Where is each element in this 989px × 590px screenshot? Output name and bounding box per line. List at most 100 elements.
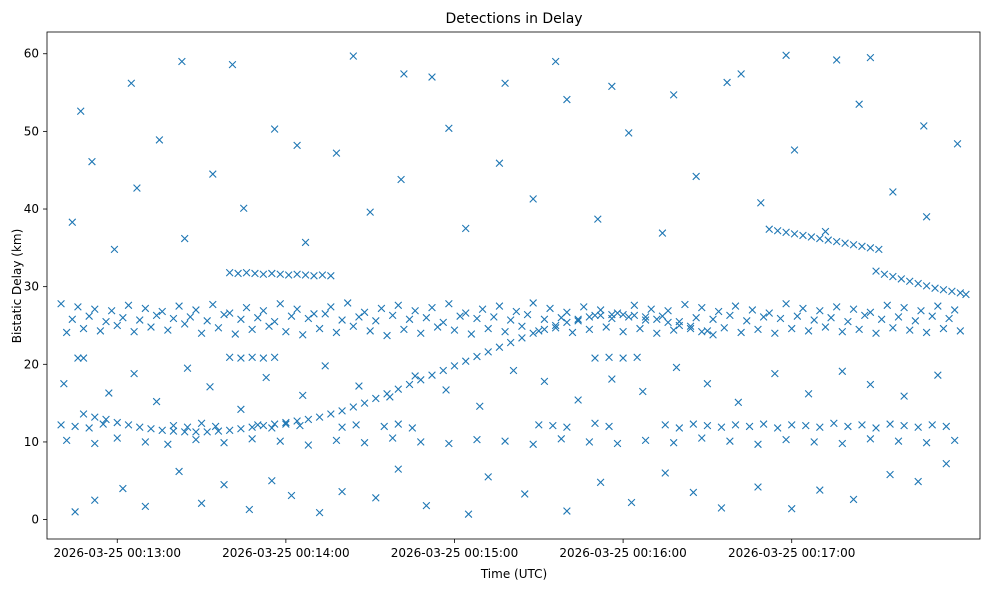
data-point [731, 421, 740, 429]
data-point [950, 436, 959, 445]
data-point [155, 136, 164, 144]
data-point [360, 308, 369, 317]
data-point [327, 410, 335, 418]
data-point [220, 438, 228, 447]
data-point [697, 303, 706, 312]
data-point [942, 422, 951, 431]
data-point [956, 327, 965, 335]
data-point [445, 439, 453, 448]
data-point [90, 496, 99, 504]
data-point [838, 327, 847, 336]
data-point [757, 199, 765, 207]
data-point [855, 325, 863, 334]
data-point [253, 421, 262, 429]
data-point [875, 245, 883, 254]
data-point [563, 423, 571, 431]
data-point [248, 325, 256, 334]
data-point [568, 328, 577, 337]
data-point [209, 170, 217, 178]
data-point [372, 394, 380, 403]
data-point [641, 436, 650, 445]
data-point [793, 312, 802, 320]
data-point [591, 311, 599, 320]
data-point [349, 52, 358, 60]
data-point [422, 313, 431, 322]
data-point [605, 422, 613, 431]
data-point [866, 53, 875, 62]
data-point [742, 317, 751, 325]
data-point [293, 141, 301, 150]
data-point [405, 380, 414, 389]
data-point [298, 391, 307, 400]
data-point [557, 313, 566, 322]
data-point [169, 421, 178, 430]
data-point [624, 313, 633, 321]
data-point [318, 271, 327, 279]
data-point [717, 423, 726, 431]
data-point [844, 422, 852, 431]
data-point [931, 284, 939, 293]
data-point [894, 437, 903, 445]
data-point [242, 303, 251, 312]
data-point [293, 305, 301, 313]
data-point [332, 436, 341, 445]
x-axis: 2026-03-25 00:13:00 2026-03-25 00:14:00 20… [54, 539, 855, 560]
data-point [877, 315, 886, 324]
data-point [518, 322, 526, 331]
data-point [855, 100, 863, 108]
data-point [282, 418, 290, 427]
data-point [175, 302, 183, 310]
data-point [366, 327, 374, 335]
data-point [490, 313, 498, 321]
data-point [619, 354, 627, 362]
data-point [102, 415, 110, 424]
data-point [484, 348, 492, 356]
data-point [338, 487, 346, 496]
data-point [206, 383, 214, 391]
data-point [934, 371, 942, 379]
data-point [686, 324, 695, 333]
data-point [360, 438, 369, 447]
data-point [605, 353, 613, 362]
data-point [942, 459, 951, 468]
data-point [178, 57, 186, 66]
data-point [883, 301, 892, 310]
data-point [237, 405, 245, 414]
data-point [540, 315, 549, 324]
data-point [801, 421, 810, 430]
data-point [464, 510, 473, 518]
data-point [276, 437, 285, 445]
data-point [366, 208, 374, 216]
data-point [197, 419, 206, 428]
data-point [60, 379, 68, 388]
data-point [135, 423, 144, 431]
data-point [99, 420, 107, 428]
x-axis-label: Time (UTC) [480, 567, 547, 581]
data-point [388, 434, 397, 442]
data-point [563, 95, 571, 104]
data-point [551, 57, 560, 66]
data-point [709, 315, 717, 324]
data-point [225, 353, 234, 362]
data-point [810, 438, 818, 446]
data-point [298, 331, 307, 339]
data-point [563, 318, 571, 327]
data-point [96, 327, 105, 335]
data-point [962, 290, 970, 299]
data-point [838, 439, 847, 448]
data-point [900, 392, 908, 400]
data-point [338, 423, 346, 431]
data-point [282, 327, 290, 336]
data-point [445, 124, 453, 133]
data-point [889, 324, 897, 332]
data-point [296, 421, 304, 430]
data-point [450, 326, 459, 334]
data-point [386, 393, 394, 401]
data-point [956, 289, 965, 297]
y-tick-label: 0 [31, 513, 39, 527]
data-point [180, 320, 189, 328]
data-point [917, 306, 925, 315]
series-band-27 [57, 299, 959, 318]
data-point [653, 315, 661, 324]
data-point [953, 140, 962, 148]
